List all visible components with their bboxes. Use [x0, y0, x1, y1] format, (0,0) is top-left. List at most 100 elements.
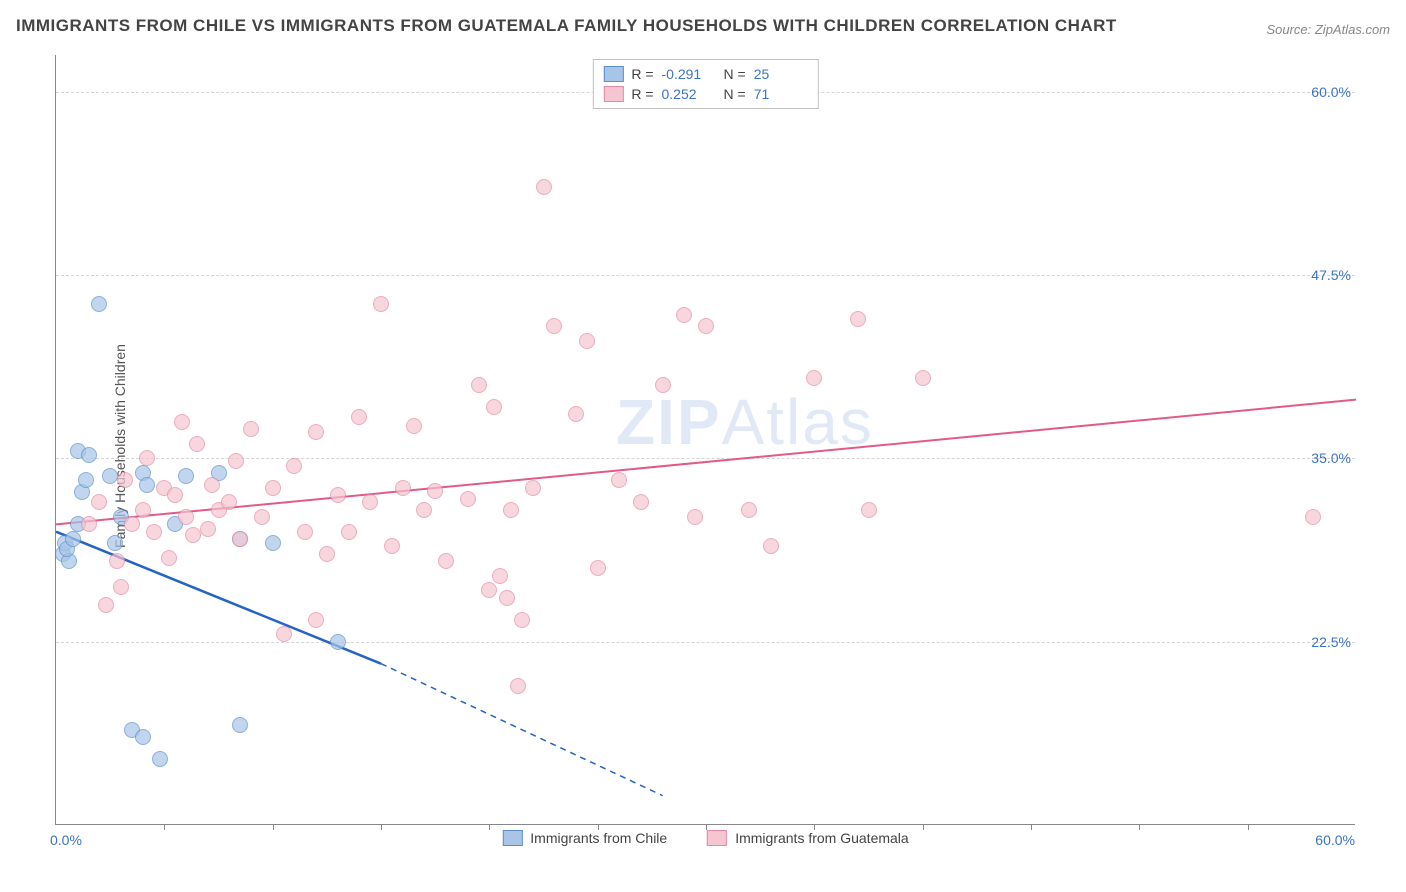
legend-label-chile: Immigrants from Chile — [530, 830, 667, 846]
point-guatemala — [117, 472, 133, 488]
point-guatemala — [161, 550, 177, 566]
point-guatemala — [221, 494, 237, 510]
point-chile — [232, 717, 248, 733]
point-chile — [178, 468, 194, 484]
point-chile — [81, 447, 97, 463]
source-attribution: Source: ZipAtlas.com — [1266, 22, 1390, 37]
point-guatemala — [633, 494, 649, 510]
point-guatemala — [189, 436, 205, 452]
point-guatemala — [146, 524, 162, 540]
point-guatemala — [514, 612, 530, 628]
point-chile — [91, 296, 107, 312]
swatch-guatemala — [603, 86, 623, 102]
point-guatemala — [486, 399, 502, 415]
point-guatemala — [546, 318, 562, 334]
point-guatemala — [850, 311, 866, 327]
point-guatemala — [174, 414, 190, 430]
point-guatemala — [1305, 509, 1321, 525]
trend-lines — [56, 55, 1356, 825]
x-tick-origin: 0.0% — [50, 832, 82, 848]
point-guatemala — [228, 453, 244, 469]
point-chile — [65, 531, 81, 547]
point-guatemala — [297, 524, 313, 540]
point-guatemala — [139, 450, 155, 466]
point-guatemala — [135, 502, 151, 518]
point-guatemala — [308, 424, 324, 440]
point-guatemala — [341, 524, 357, 540]
point-chile — [107, 535, 123, 551]
n-value-guatemala: 71 — [754, 86, 808, 102]
point-chile — [139, 477, 155, 493]
point-guatemala — [113, 579, 129, 595]
point-guatemala — [243, 421, 259, 437]
point-guatemala — [265, 480, 281, 496]
point-guatemala — [492, 568, 508, 584]
point-guatemala — [676, 307, 692, 323]
point-guatemala — [438, 553, 454, 569]
point-guatemala — [330, 487, 346, 503]
stats-legend: R = -0.291 N = 25 R = 0.252 N = 71 — [592, 59, 818, 109]
point-guatemala — [308, 612, 324, 628]
legend-label-guatemala: Immigrants from Guatemala — [735, 830, 909, 846]
point-guatemala — [525, 480, 541, 496]
point-guatemala — [687, 509, 703, 525]
point-guatemala — [499, 590, 515, 606]
point-guatemala — [395, 480, 411, 496]
point-guatemala — [351, 409, 367, 425]
point-chile — [330, 634, 346, 650]
point-guatemala — [510, 678, 526, 694]
point-chile — [152, 751, 168, 767]
point-guatemala — [232, 531, 248, 547]
point-guatemala — [471, 377, 487, 393]
point-chile — [102, 468, 118, 484]
point-guatemala — [200, 521, 216, 537]
point-guatemala — [503, 502, 519, 518]
point-guatemala — [406, 418, 422, 434]
point-chile — [265, 535, 281, 551]
point-guatemala — [124, 516, 140, 532]
trend-line-guatemala — [56, 400, 1356, 525]
point-guatemala — [178, 509, 194, 525]
point-guatemala — [362, 494, 378, 510]
point-guatemala — [427, 483, 443, 499]
n-label: N = — [724, 86, 746, 102]
swatch-guatemala — [707, 830, 727, 846]
chart-title: IMMIGRANTS FROM CHILE VS IMMIGRANTS FROM… — [16, 16, 1117, 36]
point-guatemala — [81, 516, 97, 532]
point-guatemala — [915, 370, 931, 386]
swatch-chile — [502, 830, 522, 846]
point-guatemala — [655, 377, 671, 393]
bottom-legend: Immigrants from Chile Immigrants from Gu… — [502, 830, 908, 846]
point-guatemala — [806, 370, 822, 386]
point-guatemala — [109, 553, 125, 569]
point-guatemala — [763, 538, 779, 554]
n-label: N = — [724, 66, 746, 82]
point-guatemala — [185, 527, 201, 543]
r-value-chile: -0.291 — [662, 66, 716, 82]
plot-area: 22.5%35.0%47.5%60.0% 0.0% 60.0% ZIPAtlas… — [55, 55, 1355, 825]
point-guatemala — [460, 491, 476, 507]
point-guatemala — [416, 502, 432, 518]
point-guatemala — [254, 509, 270, 525]
point-guatemala — [319, 546, 335, 562]
point-chile — [135, 729, 151, 745]
r-label: R = — [631, 86, 653, 102]
point-guatemala — [98, 597, 114, 613]
point-guatemala — [590, 560, 606, 576]
stats-row-guatemala: R = 0.252 N = 71 — [603, 84, 807, 104]
point-guatemala — [698, 318, 714, 334]
point-guatemala — [91, 494, 107, 510]
x-tick-max: 60.0% — [1315, 832, 1355, 848]
point-guatemala — [204, 477, 220, 493]
point-guatemala — [741, 502, 757, 518]
point-guatemala — [276, 626, 292, 642]
point-chile — [78, 472, 94, 488]
point-guatemala — [579, 333, 595, 349]
point-guatemala — [536, 179, 552, 195]
stats-row-chile: R = -0.291 N = 25 — [603, 64, 807, 84]
swatch-chile — [603, 66, 623, 82]
point-guatemala — [167, 487, 183, 503]
point-guatemala — [611, 472, 627, 488]
r-value-guatemala: 0.252 — [662, 86, 716, 102]
point-guatemala — [373, 296, 389, 312]
